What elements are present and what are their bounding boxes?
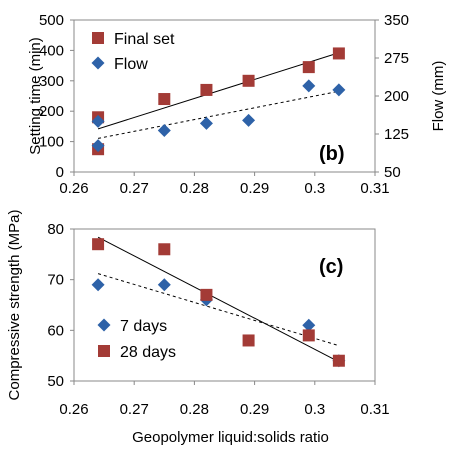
- y-tick-label: 80: [47, 221, 64, 238]
- chart-panel-b: 0.26 0.27 0.28 0.29 0.3 0.31 0 100 200 300 400 500 5…: [27, 12, 447, 197]
- data-point-28-days: [332, 354, 345, 367]
- legend-marker-flow: [91, 56, 105, 70]
- data-point-flow: [242, 113, 256, 127]
- data-point-final-set: [158, 93, 171, 106]
- y2-tick-label: 50: [384, 164, 401, 181]
- x-tick-label: 0.31: [360, 401, 389, 418]
- y-tick-label: 50: [47, 373, 64, 390]
- trendline-final-set: [97, 52, 340, 130]
- y-tick-label: 500: [39, 12, 64, 29]
- data-point-flow: [199, 116, 213, 130]
- legend-label: Final set: [114, 31, 175, 48]
- data-point-7-days: [302, 318, 316, 332]
- y-tick-label: 70: [47, 272, 64, 289]
- x-tick-label: 0.28: [180, 401, 209, 418]
- data-point-flow: [91, 139, 105, 153]
- trendline-28-days: [97, 236, 340, 363]
- y2-tick-label: 125: [384, 126, 409, 143]
- data-point-final-set: [242, 74, 255, 87]
- x-tick-label: 0.28: [180, 180, 209, 197]
- plot-area: [73, 228, 376, 382]
- legend-marker-7-days: [97, 318, 111, 332]
- data-point-flow: [332, 83, 346, 97]
- x-tick-label: 0.3: [304, 180, 325, 197]
- y-tick-label: 400: [39, 42, 64, 59]
- data-point-28-days: [302, 329, 315, 342]
- data-point-28-days: [158, 243, 171, 256]
- y-tick-label: 200: [39, 103, 64, 120]
- y2-axis-label: Flow (mm): [430, 61, 447, 132]
- data-point-flow: [157, 123, 171, 137]
- legend-label: Flow: [114, 56, 148, 73]
- x-axis-label: Geopolymer liquid:solids ratio: [132, 429, 329, 446]
- data-point-final-set: [200, 83, 213, 96]
- data-point-flow: [91, 114, 105, 128]
- y-tick-label: 300: [39, 73, 64, 90]
- data-point-7-days: [91, 278, 105, 292]
- x-tick-label: 0.31: [360, 180, 389, 197]
- y2-tick-label: 350: [384, 12, 409, 29]
- y-axis-label: Setting time (min): [27, 37, 44, 155]
- data-point-flow: [302, 79, 316, 93]
- y-tick-label: 60: [47, 322, 64, 339]
- x-tick-label: 0.27: [120, 180, 149, 197]
- y-tick-label: 0: [56, 164, 64, 181]
- trendline-flow: [97, 90, 339, 139]
- x-tick-label: 0.29: [240, 401, 269, 418]
- legend-marker-final-set: [92, 32, 104, 44]
- y-tick-label: 100: [39, 134, 64, 151]
- x-tick-label: 0.26: [59, 401, 88, 418]
- y-axis-label: Compressive strength (MPa): [6, 210, 23, 401]
- y2-tick-label: 275: [384, 50, 409, 67]
- data-point-final-set: [332, 47, 345, 60]
- data-point-final-set: [302, 61, 315, 74]
- x-tick-label: 0.27: [120, 401, 149, 418]
- data-point-28-days: [92, 238, 105, 251]
- y2-tick-label: 200: [384, 88, 409, 105]
- panel-label: (b): [319, 143, 345, 165]
- legend-label: 28 days: [120, 344, 176, 361]
- data-point-28-days: [200, 288, 213, 301]
- x-tick-label: 0.26: [59, 180, 88, 197]
- chart-panel-c: 0.26 0.27 0.28 0.29 0.3 0.31 50 60 70 80 Compressi…: [6, 210, 390, 446]
- legend-marker-28-days: [98, 345, 110, 357]
- data-point-7-days: [157, 278, 171, 292]
- panel-label: (c): [319, 256, 343, 278]
- x-tick-label: 0.29: [240, 180, 269, 197]
- x-tick-label: 0.3: [304, 401, 325, 418]
- legend-label: 7 days: [120, 318, 167, 335]
- data-point-28-days: [242, 334, 255, 347]
